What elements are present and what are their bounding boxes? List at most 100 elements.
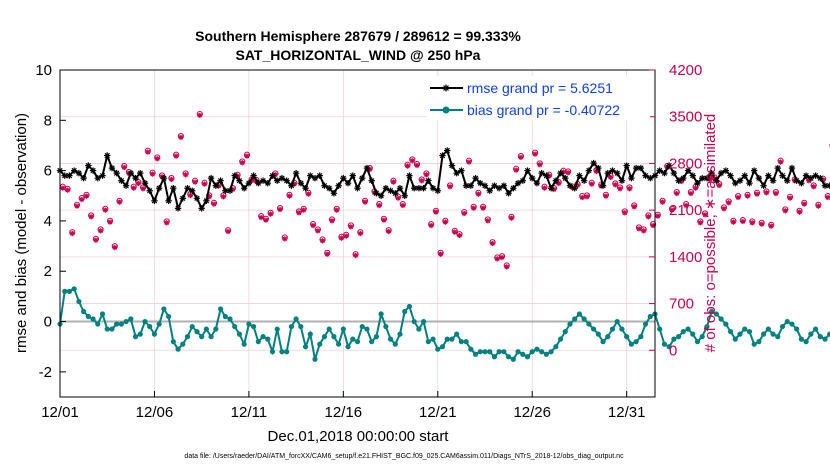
bias-point-153 <box>779 323 786 330</box>
rmse-point-40 <box>245 179 253 187</box>
rmse-point-121 <box>628 174 635 182</box>
rmse-point-131 <box>675 177 682 184</box>
bias-point-136 <box>699 334 705 340</box>
rmse-point-4 <box>75 169 83 177</box>
bias-point-63 <box>354 339 361 345</box>
bias-point-116 <box>605 334 611 340</box>
rmse-point-24 <box>170 185 177 192</box>
bias-point-88 <box>472 351 479 357</box>
bias-point-140 <box>718 316 724 322</box>
footnote: data file: /Users/raeder/DAI/ATM_forcXX/… <box>184 453 624 460</box>
bias-point-101 <box>534 346 540 352</box>
obs-assimilated-point-13 <box>121 164 127 171</box>
rmse-point-63 <box>354 185 361 192</box>
bias-point-14 <box>123 318 129 325</box>
bias-point-2 <box>66 288 73 294</box>
obs-assimilated-point-71 <box>395 195 401 201</box>
bias-point-57 <box>326 326 332 332</box>
rmse-point-2 <box>66 172 73 179</box>
bias-point-155 <box>789 321 795 327</box>
obs-assimilated-point-64 <box>362 199 368 205</box>
bias-point-131 <box>676 334 682 340</box>
bias-point-7 <box>90 316 96 322</box>
bias-point-144 <box>737 331 743 337</box>
rmse-point-53 <box>307 172 314 179</box>
rmse-point-10 <box>104 152 111 159</box>
bias-point-145 <box>742 326 748 332</box>
bias-point-38 <box>236 331 243 337</box>
obs-assimilated-point-81 <box>442 219 448 225</box>
bias-point-141 <box>723 321 729 327</box>
rmse-point-18 <box>141 179 149 187</box>
bias-point-143 <box>732 336 738 342</box>
rmse-point-57 <box>325 185 333 192</box>
obs-assimilated-point-74 <box>409 158 415 164</box>
bias-point-35 <box>222 313 228 320</box>
obs-assimilated-point-80 <box>438 251 444 257</box>
bias-point-10 <box>104 326 110 332</box>
bias-point-49 <box>288 323 294 330</box>
rmse-point-114 <box>595 164 602 172</box>
rmse-point-155 <box>788 164 796 172</box>
obs-assimilated-point-47 <box>282 236 288 242</box>
rmse-point-130 <box>670 169 678 177</box>
rmse-point-30 <box>198 205 205 212</box>
rmse-point-147 <box>750 167 758 174</box>
bias-point-19 <box>147 323 153 330</box>
bias-point-39 <box>241 341 247 347</box>
rmse-point-102 <box>538 169 545 177</box>
bias-point-15 <box>128 316 134 322</box>
obs-assimilated-point-15 <box>131 185 137 191</box>
bias-point-13 <box>118 321 124 327</box>
obs-assimilated-point-125 <box>650 222 656 229</box>
obs-assimilated-point-116 <box>608 174 614 181</box>
rmse-point-132 <box>680 174 687 182</box>
rmse-point-64 <box>359 174 366 182</box>
obs-assimilated-point-12 <box>116 199 123 205</box>
obs-assimilated-point-84 <box>456 232 463 239</box>
bias-point-102 <box>539 349 545 355</box>
rmse-point-34 <box>217 177 224 184</box>
obs-assimilated-point-34 <box>220 194 226 200</box>
obs-assimilated-point-60 <box>343 233 349 239</box>
rmse-point-95 <box>505 190 512 197</box>
obs-assimilated-point-42 <box>258 214 264 221</box>
obs-assimilated-point-5 <box>83 193 90 199</box>
bias-point-78 <box>425 339 431 345</box>
bias-point-107 <box>562 329 568 335</box>
obs-assimilated-point-54 <box>315 228 321 234</box>
bias-point-91 <box>487 349 493 355</box>
bias-point-103 <box>543 351 549 357</box>
obs-assimilated-point-2 <box>69 230 75 237</box>
obs-assimilated-point-119 <box>622 210 628 216</box>
rmse-point-72 <box>396 185 404 192</box>
obs-assimilated-point-88 <box>475 191 481 197</box>
rmse-point-60 <box>340 174 347 182</box>
bias-point-114 <box>595 331 601 337</box>
obs-assimilated-point-29 <box>197 112 203 118</box>
bias-point-92 <box>491 354 498 360</box>
bias-point-26 <box>180 341 186 347</box>
y-tick-label-4: 6 <box>44 163 52 180</box>
obs-assimilated-point-143 <box>735 194 741 201</box>
obs-assimilated-point-123 <box>641 228 647 234</box>
obs-assimilated-point-159 <box>811 184 817 190</box>
bias-point-149 <box>761 331 767 337</box>
rmse-point-77 <box>420 185 427 192</box>
obs-assimilated-point-63 <box>357 230 363 237</box>
bias-point-4 <box>76 298 82 305</box>
rmse-point-137 <box>703 174 711 182</box>
bias-point-151 <box>770 331 776 337</box>
obs-assimilated-point-67 <box>376 202 382 209</box>
rmse-point-139 <box>713 177 720 184</box>
y2-tick-label-1: 700 <box>669 296 694 313</box>
obs-assimilated-point-115 <box>603 193 609 199</box>
rmse-point-36 <box>226 187 234 194</box>
obs-assimilated-point-122 <box>636 226 642 232</box>
rmse-point-71 <box>392 190 399 197</box>
rmse-point-56 <box>321 182 328 189</box>
bias-point-110 <box>576 311 583 317</box>
obs-assimilated-point-43 <box>263 217 269 223</box>
bias-point-157 <box>798 336 804 342</box>
